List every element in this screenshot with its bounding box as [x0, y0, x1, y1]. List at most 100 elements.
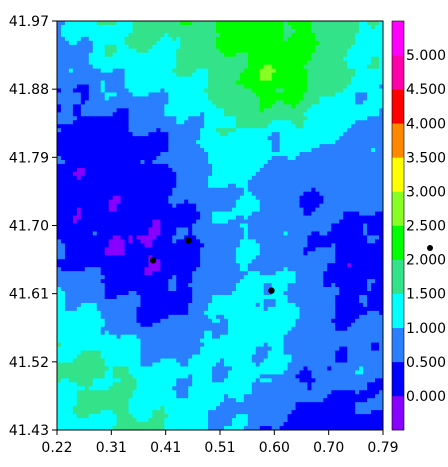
contour-cell — [239, 76, 245, 82]
contour-cell — [355, 152, 360, 157]
contour-cell — [307, 28, 313, 34]
contour-cell — [148, 68, 154, 74]
contour-cell — [200, 44, 205, 50]
contour-cell — [204, 80, 209, 86]
contour-cell — [208, 191, 213, 197]
contour-cell — [291, 179, 297, 185]
contour-cell — [116, 40, 122, 46]
contour-cell — [204, 156, 209, 161]
contour-cell — [295, 187, 301, 193]
contour-cell — [68, 187, 74, 193]
contour-cell — [172, 21, 177, 26]
contour-cell — [371, 88, 376, 94]
contour-cell — [287, 132, 293, 137]
contour-cell — [231, 28, 237, 34]
contour-cell — [263, 92, 269, 98]
contour-cell — [196, 203, 201, 209]
contour-cell — [271, 92, 277, 98]
contour-cell — [303, 60, 309, 66]
contour-cell — [180, 235, 185, 240]
contour-cell — [204, 100, 209, 105]
contour-cell — [100, 239, 106, 244]
contour-cell — [335, 28, 340, 34]
contour-cell — [64, 32, 70, 38]
contour-cell — [287, 40, 293, 46]
contour-cell — [140, 124, 146, 129]
contour-cell — [239, 203, 245, 209]
contour-cell — [315, 108, 320, 113]
contour-cell — [64, 112, 70, 117]
contour-cell — [251, 108, 257, 113]
contour-cell — [140, 159, 146, 165]
contour-cell — [120, 76, 126, 82]
contour-cell — [88, 183, 94, 189]
contour-cell — [60, 128, 66, 133]
contour-cell — [247, 199, 253, 205]
contour-cell — [108, 211, 114, 217]
contour-cell — [363, 88, 368, 94]
contour-cell — [275, 219, 281, 225]
contour-cell — [60, 183, 66, 189]
contour-cell — [327, 179, 332, 185]
contour-cell — [172, 255, 177, 260]
contour-cell — [379, 211, 383, 217]
contour-cell — [160, 219, 165, 225]
contour-cell — [363, 36, 368, 42]
contour-cell — [355, 148, 360, 153]
contour-cell — [239, 60, 245, 66]
contour-cell — [136, 207, 142, 213]
contour-cell — [72, 156, 78, 161]
contour-cell — [295, 80, 301, 86]
contour-cell — [331, 104, 336, 109]
contour-cell — [287, 223, 293, 229]
contour-cell — [172, 128, 177, 133]
contour-cell — [339, 76, 344, 82]
contour-cell — [283, 152, 289, 157]
contour-cell — [363, 167, 368, 173]
contour-cell — [120, 44, 126, 50]
contour-cell — [57, 159, 62, 165]
contour-cell — [299, 179, 305, 185]
contour-cell — [148, 156, 154, 161]
contour-cell — [367, 112, 372, 117]
contour-cell — [168, 84, 173, 90]
contour-cell — [120, 100, 126, 105]
contour-cell — [108, 152, 114, 157]
contour-cell — [359, 132, 364, 137]
contour-cell — [176, 92, 181, 98]
contour-cell — [279, 128, 285, 133]
contour-cell — [116, 187, 122, 193]
contour-cell — [279, 219, 285, 225]
contour-cell — [64, 211, 70, 217]
contour-cell — [367, 76, 372, 82]
contour-cell — [367, 24, 372, 30]
contour-cell — [208, 92, 213, 98]
contour-cell — [243, 136, 249, 141]
contour-cell — [359, 56, 364, 62]
contour-cell — [156, 96, 161, 102]
contour-cell — [287, 96, 293, 102]
contour-cell — [347, 116, 352, 121]
contour-cell — [271, 255, 277, 260]
contour-cell — [168, 187, 173, 193]
contour-cell — [307, 175, 313, 181]
contour-cell — [116, 199, 122, 205]
contour-cell — [76, 116, 82, 121]
contour-cell — [116, 64, 122, 70]
contour-cell — [168, 136, 173, 141]
contour-cell — [223, 183, 229, 189]
contour-cell — [307, 152, 313, 157]
contour-cell — [120, 80, 126, 86]
contour-cell — [96, 156, 102, 161]
contour-cell — [120, 211, 126, 217]
contour-cell — [156, 259, 161, 264]
contour-cell — [208, 32, 213, 38]
contour-cell — [255, 247, 261, 252]
contour-cell — [299, 100, 305, 105]
contour-cell — [295, 72, 301, 78]
contour-cell — [100, 163, 106, 169]
contour-cell — [275, 120, 281, 125]
contour-cell — [88, 24, 94, 30]
contour-cell — [367, 219, 372, 225]
contour-cell — [303, 207, 309, 213]
